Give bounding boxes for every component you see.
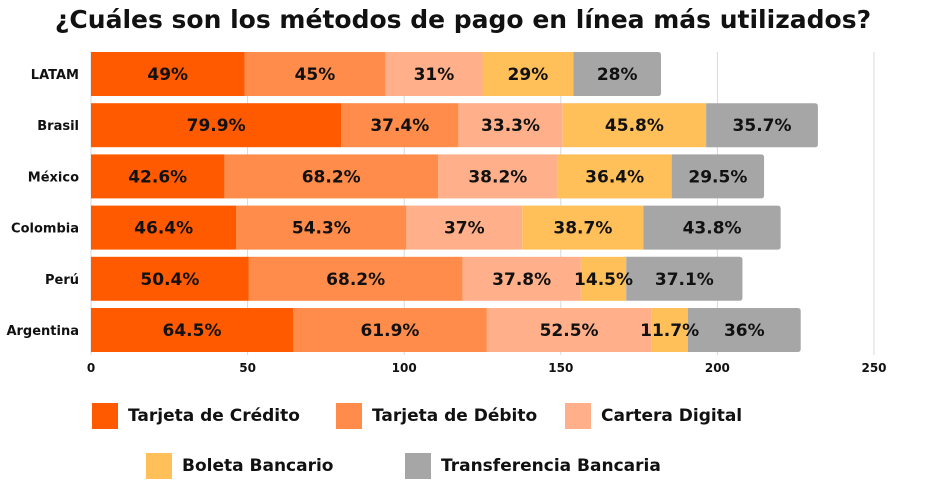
data-label: 11.7% [640, 321, 699, 341]
data-labels: 49% 45% 31% 29% 28% 79.9% 37.4% 33.3% 45.8% 35.7%… [128, 65, 791, 341]
legend-swatch [336, 403, 362, 429]
bar-segment [651, 308, 688, 352]
bar-segment [643, 205, 781, 250]
legend-label: Cartera Digital [601, 406, 742, 426]
chart-title: ¿Cuáles son los métodos de pago en línea… [55, 5, 871, 34]
bar-segment [626, 256, 743, 301]
data-label: 35.7% [733, 116, 792, 136]
bar-segment [248, 256, 463, 301]
legend-swatch [405, 453, 431, 479]
bar-segment [458, 103, 563, 148]
bar-segment [557, 154, 672, 199]
data-label: 45.8% [605, 116, 664, 136]
x-tick-label: 250 [861, 361, 886, 375]
category-label: LATAM [31, 68, 79, 83]
data-label: 37% [444, 219, 485, 239]
category-label: Argentina [6, 324, 79, 339]
data-label: 42.6% [128, 167, 187, 187]
data-label: 50.4% [140, 270, 199, 290]
category-label: Perú [45, 273, 79, 288]
x-tick-label: 200 [705, 361, 730, 375]
data-label: 68.2% [326, 270, 385, 290]
category-label: Colombia [11, 222, 79, 237]
bar-segment [224, 154, 439, 199]
legend-label: Boleta Bancario [182, 456, 333, 476]
bar-segment [91, 256, 249, 301]
bar-segment [580, 256, 627, 301]
x-tick-label: 100 [392, 361, 417, 375]
bar-segment [482, 52, 574, 96]
bar-segment [522, 205, 644, 250]
data-label: 61.9% [360, 321, 419, 341]
data-label: 29.5% [688, 167, 747, 187]
data-label: 49% [147, 65, 188, 85]
bar-segment [486, 308, 652, 352]
data-label: 68.2% [302, 167, 361, 187]
x-axis-ticks: 0 50 100 150 200 250 [87, 361, 887, 375]
bar-segment [462, 256, 581, 301]
bar-segment [385, 52, 483, 96]
data-label: 37.8% [492, 270, 551, 290]
data-label: 28% [597, 65, 638, 85]
x-tick-label: 150 [548, 361, 573, 375]
data-label: 14.5% [574, 270, 633, 290]
bar-segment [91, 308, 294, 352]
data-label: 36.4% [585, 167, 644, 187]
data-label: 45% [295, 65, 336, 85]
bar-segment [91, 205, 237, 250]
data-label: 46.4% [134, 219, 193, 239]
legend-label: Tarjeta de Débito [372, 406, 537, 426]
bars [91, 52, 818, 352]
category-label: México [28, 170, 79, 185]
bar-segment [438, 154, 558, 199]
data-label: 29% [508, 65, 549, 85]
data-label: 33.3% [481, 116, 540, 136]
bar-segment [244, 52, 386, 96]
data-label: 52.5% [540, 321, 599, 341]
bar-segment [406, 205, 523, 250]
bar-segment [341, 103, 459, 148]
bar-segment [293, 308, 487, 352]
bar-segment [706, 103, 818, 148]
legend-swatch [146, 453, 172, 479]
x-tick-label: 0 [87, 361, 95, 375]
legend-swatch [565, 403, 591, 429]
bar-segment [91, 103, 342, 148]
data-label: 38.2% [468, 167, 527, 187]
data-label: 36% [724, 321, 765, 341]
legend-label: Tarjeta de Crédito [128, 406, 300, 426]
bar-segment [91, 154, 225, 199]
data-label: 37.1% [655, 270, 714, 290]
x-tick-label: 50 [239, 361, 256, 375]
legend-label: Transferencia Bancaria [441, 456, 661, 476]
legend-swatch [92, 403, 118, 429]
bar-segment [687, 308, 801, 352]
category-labels: LATAM Brasil México Colombia Perú Argentina [6, 68, 79, 339]
data-label: 79.9% [187, 116, 246, 136]
data-label: 38.7% [553, 219, 612, 239]
category-label: Brasil [37, 119, 79, 134]
data-label: 43.8% [683, 219, 742, 239]
data-label: 31% [414, 65, 455, 85]
bar-segment [236, 205, 407, 250]
bar-segment [573, 52, 662, 96]
data-label: 54.3% [292, 219, 351, 239]
bar-segment [91, 52, 245, 96]
grid-lines [90, 52, 875, 355]
bar-segment [562, 103, 707, 148]
bar-segment [671, 154, 765, 199]
data-label: 37.4% [370, 116, 429, 136]
data-label: 64.5% [163, 321, 222, 341]
legend: Tarjeta de Crédito Tarjeta de Débito Carte… [92, 403, 742, 479]
